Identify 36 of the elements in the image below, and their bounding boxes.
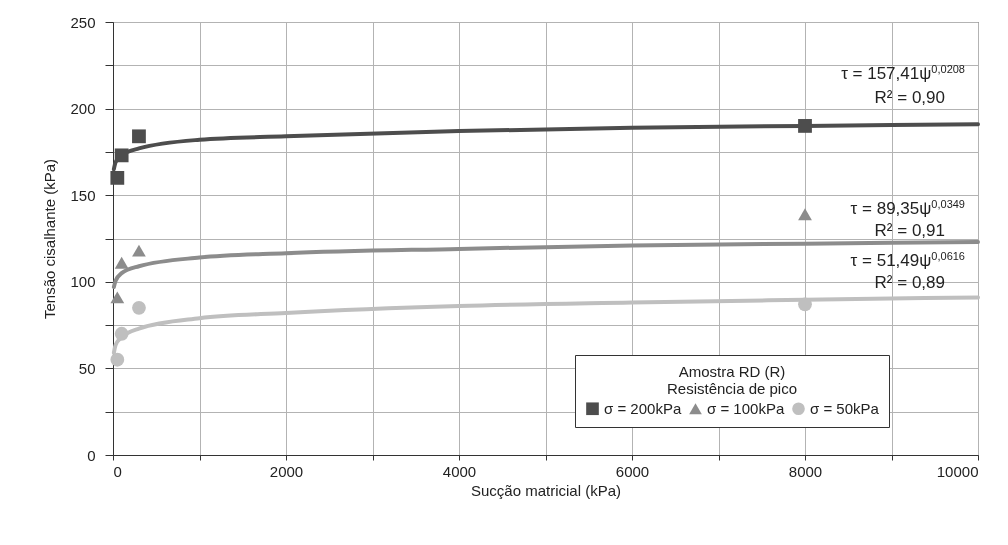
point: [798, 297, 812, 312]
annotation: R² = 0,90: [874, 88, 945, 107]
point: [114, 326, 129, 341]
point: [132, 244, 146, 257]
line-series: [111, 239, 980, 289]
x-tick-label: 2000: [269, 462, 304, 480]
annotation: τ = 157,41ψ$^{0,0208}$: [841, 63, 965, 83]
y-tick-label: 50: [78, 359, 96, 377]
y-tick-label: 100: [70, 273, 96, 291]
point: [798, 208, 812, 221]
x-tick-label: 8000: [788, 462, 823, 480]
y-tick-label: 200: [70, 100, 96, 118]
legend-label: σ = 50kPa: [810, 399, 880, 417]
annotation: τ = 89,35ψ$^{0,0349}$: [850, 198, 965, 218]
x-tick-label: 10000: [936, 462, 979, 480]
x-tick-label: 4000: [442, 462, 477, 480]
y-tick-label: 0: [87, 446, 96, 464]
legend-label: σ = 100kPa: [707, 399, 785, 417]
x-axis-title: Sucção matricial (kPa): [470, 481, 622, 499]
x-tick-label: 6000: [615, 462, 650, 480]
point: [110, 352, 125, 367]
legend-label: σ = 200kPa: [604, 399, 682, 417]
y-tick-label: 250: [70, 13, 96, 31]
annotation: R² = 0,91: [874, 221, 945, 240]
point: [110, 291, 125, 304]
y-tick-label: 150: [70, 186, 96, 204]
point: [110, 170, 125, 185]
point: [114, 148, 129, 163]
annotation: τ = 51,49ψ$^{0,0616}$: [850, 250, 965, 270]
annotation: R² = 0,89: [874, 273, 945, 292]
x-tick-label: 0: [113, 462, 122, 480]
y-axis-title: Tensão cisalhante (kPa): [41, 158, 59, 320]
point: [132, 300, 146, 315]
point: [114, 256, 129, 269]
point: [132, 129, 146, 144]
point: [798, 119, 812, 133]
